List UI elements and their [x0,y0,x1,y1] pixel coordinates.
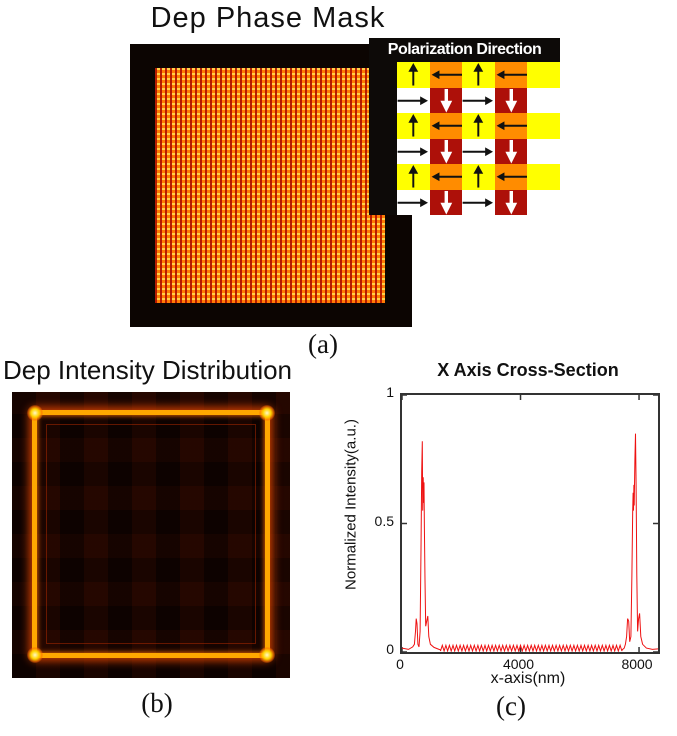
right-arrow-icon [462,146,494,156]
panel-b-title: Dep Intensity Distribution [3,355,293,385]
polarization-cell [527,138,560,164]
left-arrow-icon [496,172,527,182]
down-arrow-icon [505,190,517,215]
up-arrow-icon [408,164,419,188]
down-arrow-icon [440,190,452,215]
polarization-inset-title: Polarization Direction [369,38,560,62]
polarization-cell [397,164,430,190]
cross-section-curve [402,395,658,652]
polarization-cell [527,87,560,113]
glow-corner-top-right [259,405,275,421]
polarization-cell [429,62,463,88]
intensity-distribution-image [12,392,290,678]
polarization-cell [494,164,528,190]
polarization-cell [527,113,560,139]
right-arrow-icon [397,197,429,207]
glow-corner-bottom-left [27,647,43,663]
glow-corner-bottom-right [259,647,275,663]
x-axis-label: x-axis(nm) [490,670,566,687]
y-tick-label: 0.5 [374,512,394,529]
y-axis-label-wrap: Normalized Intensity(a.u.) [331,376,360,636]
polarization-cell [462,62,495,88]
polarization-cell [462,138,495,164]
up-arrow-icon [473,113,484,137]
down-arrow-icon [505,139,517,164]
polarization-cell [397,138,430,164]
polarization-cell [462,113,495,139]
left-arrow-icon [496,70,527,80]
plot-area [400,393,660,654]
polarization-cell [397,62,430,88]
up-arrow-icon [408,113,419,137]
y-tick-label: 1 [386,384,394,400]
polarization-cell [429,87,463,113]
x-tick-label: 0 [396,656,404,672]
polarization-cell [462,87,495,113]
glow-corner-top-left [27,405,43,421]
x-tick-label: 4000 [502,656,535,672]
polarization-cell [527,189,560,215]
left-arrow-icon [431,172,462,182]
phase-mask-pattern [155,68,385,303]
polarization-cell [397,87,430,113]
polarization-cell [494,138,528,164]
plot-title: X Axis Cross-Section [437,360,619,380]
right-arrow-icon [397,146,429,156]
left-arrow-icon [431,121,462,131]
polarization-cell [462,164,495,190]
polarization-cell [429,164,463,190]
panel-a-label: (a) [308,329,338,359]
right-arrow-icon [397,95,429,105]
polarization-cell [429,113,463,139]
polarization-cell [494,87,528,113]
polarization-grid [397,62,560,215]
polarization-inset: Polarization Direction [369,38,560,215]
polarization-cell [527,164,560,190]
right-arrow-icon [462,95,494,105]
polarization-cell [429,138,463,164]
intensity-glow-ring [32,410,270,658]
down-arrow-icon [440,88,452,113]
y-axis-label: Normalized Intensity(a.u.) [342,419,360,590]
panel-c-label: (c) [496,691,526,721]
x-tick-label: 8000 [621,656,653,672]
polarization-cell [462,189,495,215]
down-arrow-icon [440,139,452,164]
up-arrow-icon [408,62,419,86]
up-arrow-icon [473,164,484,188]
polarization-cell [494,113,528,139]
polarization-cell [429,189,463,215]
panel-b-label: (b) [141,688,173,718]
down-arrow-icon [505,88,517,113]
polarization-cell [397,113,430,139]
phase-mask-image [130,44,412,327]
intensity-inner-outline [46,424,256,644]
up-arrow-icon [473,62,484,86]
polarization-cell [494,62,528,88]
panel-a-title: Dep Phase Mask [150,2,386,34]
polarization-cell [527,62,560,88]
left-arrow-icon [431,70,462,80]
y-tick-label: 0 [386,641,394,657]
left-arrow-icon [496,121,527,131]
right-arrow-icon [462,197,494,207]
polarization-cell [494,189,528,215]
polarization-cell [397,189,430,215]
